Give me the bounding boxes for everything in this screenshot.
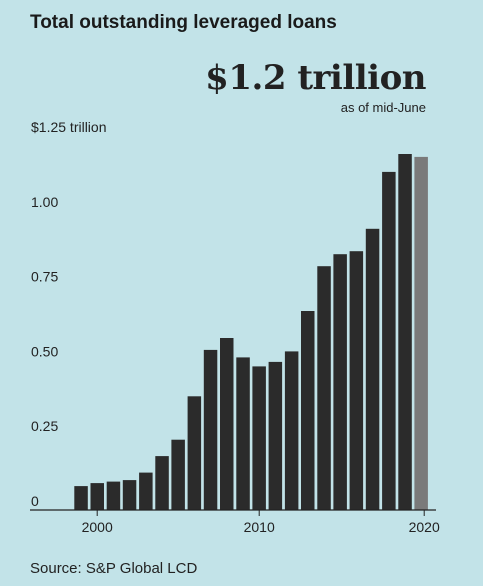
bar-2009 (236, 357, 250, 510)
bar-2001 (106, 481, 121, 510)
x-tick-label: 2020 (409, 519, 440, 535)
bar-2013 (301, 311, 315, 510)
bar-2018 (382, 171, 396, 510)
headline-note: as of mid-June (340, 100, 426, 115)
headline-value: $1.2 trillion (205, 58, 426, 98)
bar-2010 (252, 366, 266, 510)
y-tick-label: $1.25 trillion (31, 119, 107, 135)
bar-2016 (349, 251, 364, 510)
bar-2020 (414, 156, 428, 510)
y-tick-label: 1.00 (31, 194, 58, 210)
x-tick-label: 2000 (82, 519, 113, 535)
bar-2015 (333, 254, 347, 510)
bar-2004 (155, 456, 169, 510)
bar-2014 (317, 266, 331, 510)
bar-2006 (187, 396, 202, 510)
source-note: Source: S&P Global LCD (30, 560, 198, 577)
y-tick-label: 0.50 (31, 343, 58, 359)
bar-2019 (398, 154, 412, 510)
bar-1999 (74, 486, 88, 510)
y-tick-label: 0.75 (31, 269, 58, 285)
bar-2012 (284, 351, 299, 510)
chart-title: Total outstanding leveraged loans (30, 12, 337, 33)
bar-2003 (139, 472, 153, 510)
bar-2005 (171, 439, 185, 510)
bar-2008 (220, 338, 234, 510)
bar-2000 (90, 483, 104, 510)
y-tick-label: 0.25 (31, 418, 58, 434)
bar-2017 (365, 228, 380, 511)
bar-2002 (122, 480, 137, 510)
x-tick-label: 2010 (244, 519, 275, 535)
bar-2007 (203, 349, 218, 510)
y-tick-label: 0 (31, 493, 39, 509)
bar-2011 (268, 361, 283, 510)
